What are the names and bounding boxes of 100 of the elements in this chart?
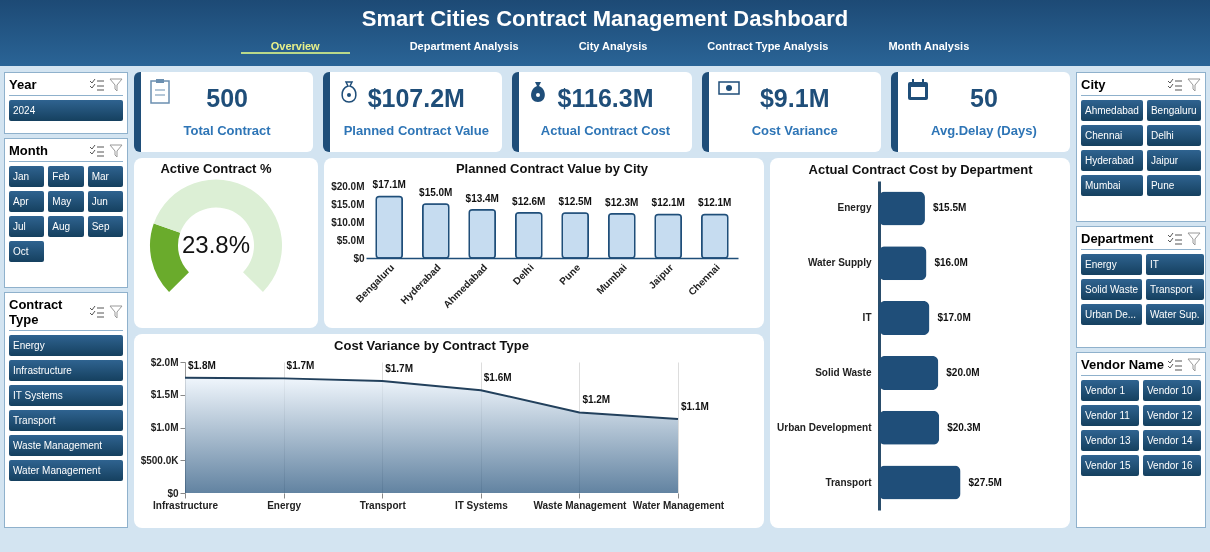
text: Month	[9, 143, 49, 158]
data-label: $12.6M	[512, 195, 546, 207]
category-label: Cost Variance	[750, 123, 839, 138]
y-tick-label: Water Supply	[807, 257, 872, 269]
text: Apr	[9, 191, 45, 212]
text: Mumbai	[1081, 175, 1143, 196]
text: Department Analysis	[409, 40, 519, 54]
text: Vendor 13	[1081, 430, 1139, 451]
text: Urban De...	[1081, 304, 1142, 325]
x-tick-label: Infrastructure	[152, 499, 219, 511]
text: Jaipur	[1146, 150, 1201, 171]
text: Solid Waste	[1081, 279, 1142, 300]
text: Vendor 1	[1081, 380, 1139, 401]
data-label: $17.1M	[372, 179, 406, 191]
text: $116.3M	[557, 84, 654, 112]
text: IT Systems	[9, 385, 123, 406]
y-tick-label: $15.0M	[331, 198, 365, 210]
text: Ahmedabad	[1081, 100, 1143, 121]
text: Contract Type	[9, 297, 64, 327]
text: Bengaluru	[1146, 100, 1201, 121]
y-tick-label: $1.5M	[150, 389, 179, 401]
bar	[879, 246, 927, 281]
y-tick-label: $1.0M	[150, 422, 179, 433]
text: $9.1M	[759, 84, 830, 112]
category-label: Avg.Delay (Days)	[930, 123, 1038, 138]
x-tick-label: IT Systems	[454, 499, 509, 511]
text: Transport	[9, 410, 123, 431]
text: Waste Management	[9, 435, 123, 456]
text: Feb	[48, 166, 84, 187]
data-label: $20.3M	[947, 421, 981, 433]
data-label: $1.2M	[582, 394, 611, 406]
data-label: $12.5M	[558, 196, 592, 207]
category-label: Total Contract	[182, 123, 272, 138]
y-tick-label: Urban Development	[777, 421, 873, 433]
y-tick-label: Energy	[837, 202, 872, 214]
bar	[879, 465, 961, 500]
text: Vendor 11	[1081, 405, 1139, 426]
data-label: $15.0M	[419, 187, 453, 198]
bar	[879, 355, 939, 390]
data-label: $16.0M	[934, 257, 968, 269]
text: Contract Type Analysis	[707, 40, 829, 54]
text: Vendor 16	[1143, 455, 1201, 476]
text: Overview	[240, 40, 350, 54]
y-tick-label: Solid Waste	[815, 366, 872, 378]
text: Smart Cities Contract Management Dashboard	[360, 6, 850, 32]
x-tick-label: Waste Management	[533, 499, 628, 511]
chart-title: Cost Variance by Contract Type	[334, 338, 529, 353]
text: Year	[9, 77, 38, 92]
x-tick-label: Transport	[359, 499, 407, 511]
text: City	[1081, 77, 1107, 92]
data-label: $12.1M	[698, 197, 732, 209]
data-label: $27.5M	[968, 476, 1002, 488]
chart-title: Actual Contract Cost by Department	[808, 162, 1034, 177]
y-tick-label: $20.0M	[331, 180, 365, 192]
data-label: $1.1M	[681, 400, 709, 412]
data-label: $1.7M	[385, 362, 413, 374]
y-tick-label: $2.0M	[150, 356, 179, 368]
data-label: $1.7M	[286, 360, 315, 372]
text: Mar	[87, 166, 123, 187]
text: Delhi	[1146, 125, 1201, 146]
bar	[879, 410, 940, 445]
y-tick-label: $500.0K	[140, 454, 180, 466]
data-label: $1.8M	[188, 359, 216, 371]
text: Jul	[9, 216, 45, 237]
bar	[879, 191, 925, 226]
text: Vendor Name	[1081, 357, 1166, 372]
text: Water Sup.	[1145, 304, 1204, 325]
chart-title: Planned Contract Value by City	[455, 161, 649, 177]
text: Jun	[87, 191, 123, 212]
text: $107.2M	[367, 84, 465, 112]
text: Jan	[9, 166, 45, 187]
x-tick-label: Energy	[267, 499, 302, 511]
text: Hyderabad	[1081, 150, 1143, 171]
text: Department	[1081, 231, 1155, 246]
y-tick-label: IT	[862, 312, 872, 324]
text: Energy	[9, 335, 123, 356]
data-label: $17.0M	[937, 312, 971, 324]
text: 500	[206, 84, 248, 112]
chart-title: Active Contract %	[160, 160, 273, 176]
text: Aug	[48, 216, 84, 237]
y-tick-label: $0	[167, 487, 179, 499]
text: 23.8%	[181, 230, 251, 258]
text: Water Management	[9, 460, 123, 481]
data-label: $1.6M	[483, 372, 512, 384]
data-label: $12.3M	[605, 196, 639, 208]
text: Month Analysis	[888, 40, 970, 54]
y-tick-label: Transport	[825, 476, 873, 488]
text: Vendor 14	[1143, 430, 1201, 451]
y-tick-label: $0	[353, 252, 365, 264]
y-tick-label: $5.0M	[336, 234, 365, 246]
text: 2024	[9, 100, 123, 121]
x-tick-label: Water Management	[632, 499, 725, 511]
text: Chennai	[1081, 125, 1143, 146]
data-label: $13.4M	[465, 192, 499, 204]
text: 50	[970, 84, 998, 112]
category-label: Planned Contract Value	[342, 123, 490, 138]
text: Vendor 15	[1081, 455, 1139, 476]
text: Vendor 12	[1143, 405, 1201, 426]
category-label: Actual Contract Cost	[539, 123, 672, 138]
text: Infrastructure	[9, 360, 123, 381]
